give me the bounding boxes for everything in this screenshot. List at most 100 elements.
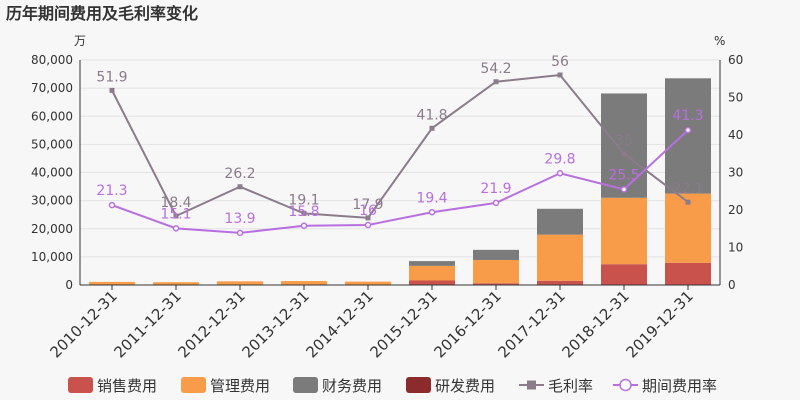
line-point (301, 210, 307, 216)
x-axis-tick-label: 2010-12-31 (46, 287, 120, 361)
x-axis-tick-label: 2016-12-31 (430, 287, 504, 361)
right-axis-tick-label: 40 (728, 128, 743, 142)
line-point (109, 87, 115, 93)
line-point (172, 225, 180, 232)
line-point (364, 221, 372, 229)
bar-segment (601, 93, 647, 198)
chart-title: 历年期间费用及毛利率变化 (6, 4, 198, 23)
line-point (173, 213, 179, 219)
bar-segment (409, 265, 455, 281)
x-axis-tick-label: 2019-12-31 (622, 287, 696, 361)
legend-label[interactable]: 期间费用率 (642, 377, 717, 395)
bar-segment (665, 78, 711, 194)
line-point (621, 151, 627, 157)
right-axis-tick-label: 20 (728, 203, 743, 217)
left-axis-tick-label: 0 (65, 278, 73, 292)
line-point (108, 201, 116, 209)
bar-segment (537, 280, 583, 285)
data-label: 18.4 (160, 195, 191, 211)
data-label: 21.3 (96, 183, 127, 199)
left-axis-tick-label: 40,000 (31, 166, 73, 180)
data-label: 15.8 (288, 204, 319, 220)
data-label: 41.3 (672, 108, 703, 124)
data-label: 19.4 (416, 190, 447, 206)
legend-swatch (181, 377, 206, 393)
x-axis-tick-label: 2015-12-31 (366, 287, 440, 361)
left-axis-unit: 万 (74, 34, 86, 48)
left-axis-tick-label: 20,000 (31, 222, 73, 236)
bar-segment (409, 280, 455, 285)
bar-segment (665, 193, 711, 263)
line-point (365, 215, 371, 221)
bar-segment (473, 259, 519, 284)
x-axis-tick-label: 2018-12-31 (558, 287, 632, 361)
series-line (111, 129, 689, 234)
left-axis-tick-label: 30,000 (31, 194, 73, 208)
legend-swatch (68, 377, 93, 393)
legend-label[interactable]: 管理费用 (210, 377, 270, 395)
legend-swatch (293, 377, 318, 393)
left-axis-tick-label: 50,000 (31, 137, 73, 151)
data-label: 54.2 (480, 61, 511, 77)
data-label: 35 (615, 133, 633, 149)
bar-segment (345, 281, 391, 285)
bar-segment (665, 262, 711, 285)
left-axis-tick-label: 80,000 (31, 53, 73, 67)
bar-segment (217, 281, 263, 285)
bar-segment (409, 261, 455, 266)
bar-segment (537, 208, 583, 235)
data-label: 21.9 (480, 181, 511, 197)
data-label: 15.1 (160, 206, 191, 222)
x-axis-tick-label: 2012-12-31 (174, 287, 248, 361)
data-label: 26.2 (224, 166, 255, 182)
line-point (684, 126, 692, 134)
data-label: 25.5 (608, 167, 639, 183)
x-axis-tick-label: 2011-12-31 (110, 287, 184, 361)
x-axis-tick-label: 2013-12-31 (238, 287, 312, 361)
bar-segment (281, 281, 327, 285)
left-axis-tick-label: 70,000 (31, 81, 73, 95)
bar-segment (153, 282, 199, 285)
data-label: 41.8 (416, 107, 447, 123)
legend-label[interactable]: 研发费用 (435, 377, 495, 395)
legend-label[interactable]: 财务费用 (322, 377, 382, 395)
legend-label[interactable]: 毛利率 (548, 377, 593, 395)
line-point (557, 72, 563, 78)
right-axis-tick-label: 30 (728, 166, 743, 180)
right-axis-tick-label: 10 (728, 241, 743, 255)
line-point (236, 229, 244, 237)
x-axis-tick-label: 2014-12-31 (302, 287, 376, 361)
x-axis-tick-label: 2017-12-31 (494, 287, 568, 361)
bar-segment (89, 281, 135, 285)
line-point (492, 199, 500, 207)
legend-marker (619, 378, 632, 392)
legend-label[interactable]: 销售费用 (97, 377, 157, 395)
legend-marker (527, 380, 536, 390)
data-label: 51.9 (96, 69, 127, 85)
line-point (428, 209, 436, 216)
right-axis-tick-label: 50 (728, 91, 743, 105)
bar-segment (473, 249, 519, 260)
line-point (493, 79, 499, 85)
bar-segment (601, 264, 647, 285)
right-axis-tick-label: 60 (728, 53, 743, 67)
data-label: 29.8 (544, 151, 575, 167)
line-point (429, 125, 435, 131)
data-label: 56 (551, 54, 569, 70)
data-label: 17.9 (352, 197, 383, 213)
line-point (620, 186, 628, 193)
line-point (300, 222, 308, 229)
line-point (556, 170, 564, 177)
series-line (111, 73, 689, 219)
data-label: 22.1 (672, 181, 703, 197)
bar-segment (537, 234, 583, 281)
data-label: 16 (359, 203, 377, 219)
left-axis-tick-label: 60,000 (31, 109, 73, 123)
right-axis-unit: % (714, 34, 725, 48)
data-label: 19.1 (288, 192, 319, 208)
bar-segment (601, 197, 647, 265)
line-point (685, 199, 691, 205)
legend-swatch (406, 377, 431, 393)
